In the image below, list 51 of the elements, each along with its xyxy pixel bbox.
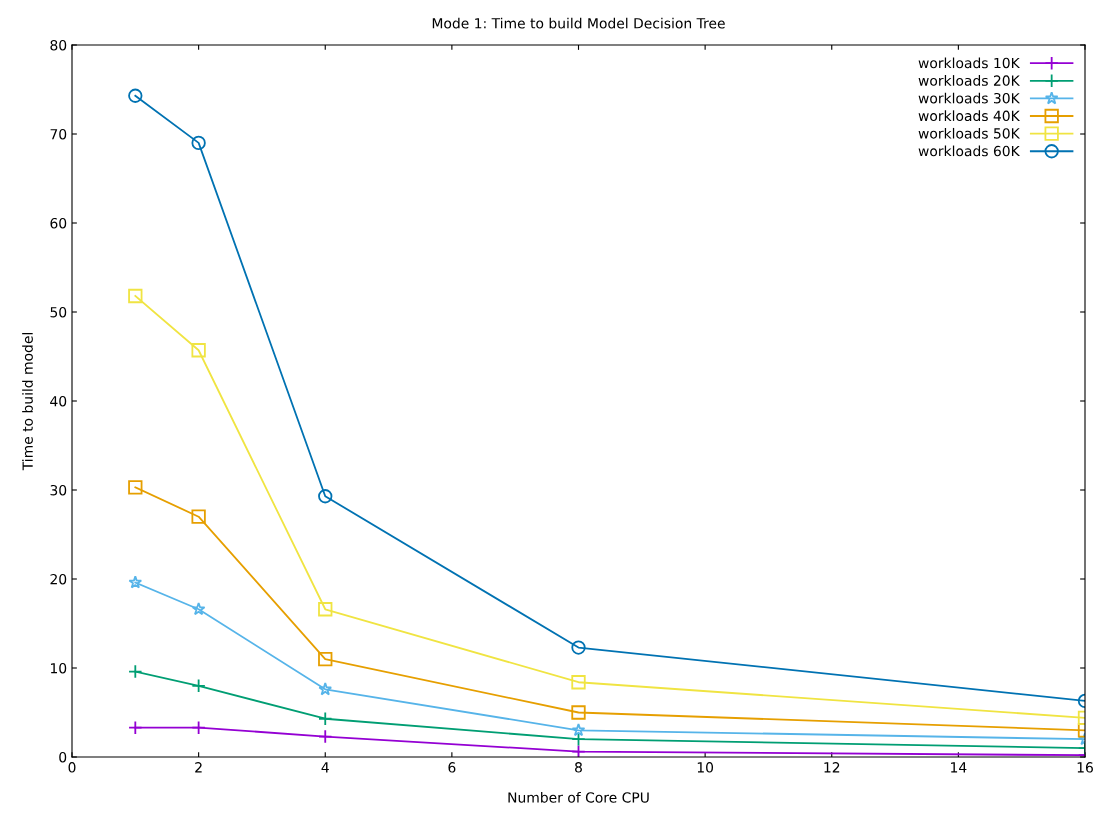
point [191,678,206,693]
point [191,509,206,524]
point [571,723,586,737]
x-tick-label: 6 [448,762,456,773]
point [191,343,206,358]
point [128,88,143,103]
y-tick-label: 10 [50,662,67,674]
x-tick-label: 14 [951,762,967,773]
point [571,640,586,655]
point [191,135,206,151]
chart-title: Mode 1: Time to build Model Decision Tree [432,17,725,29]
y-axis-title: Time to build model [22,333,33,471]
legend-label: workloads 30K [918,92,1021,104]
y-tick-label: 20 [50,573,67,585]
point [128,480,143,495]
point [318,602,333,617]
x-axis-title: Number of Core CPU [508,791,649,803]
y-tick-label: 70 [50,128,67,140]
point [318,682,333,696]
point [571,744,586,757]
x-tick-label: 2 [195,762,202,773]
y-tick-label: 60 [50,217,67,229]
legend-label: workloads 40K [918,110,1021,122]
point [128,575,143,589]
x-tick-label: 8 [575,762,582,773]
y-tick-label: 40 [50,395,67,407]
point [191,720,206,735]
legend-label: workloads 10K [918,57,1021,69]
point [128,288,143,304]
point [571,675,586,690]
x-tick-label: 0 [68,762,76,773]
point [318,489,333,504]
point [318,651,333,667]
x-tick-label: 10 [697,762,714,773]
y-tick-label: 80 [50,39,67,51]
point [128,664,143,679]
x-tick-label: 12 [824,762,840,773]
point [191,602,206,616]
x-tick-label: 4 [321,762,329,773]
point [128,720,143,735]
legend-label: workloads 20K [918,75,1021,86]
point [318,729,333,744]
y-tick-label: 50 [50,306,67,318]
y-tick-label: 0 [59,751,67,763]
x-tick-label: 16 [1077,762,1093,773]
point [571,705,586,720]
legend-label: workloads 60K [918,145,1021,157]
y-tick-label: 30 [50,484,67,496]
legend-label: workloads 50K [918,127,1021,139]
point [571,732,586,747]
point [318,711,333,726]
